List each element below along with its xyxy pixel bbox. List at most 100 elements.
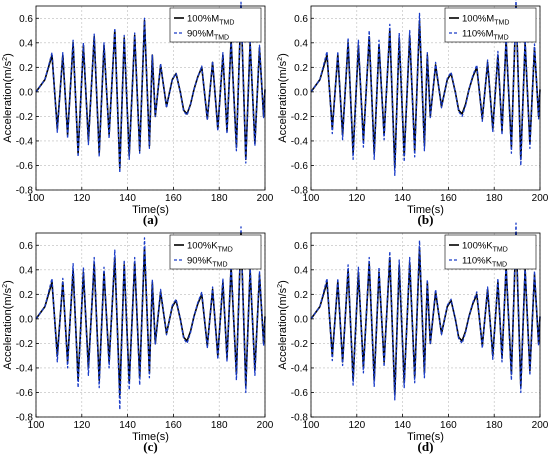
legend-box bbox=[169, 7, 262, 43]
chart-panel-d: 100 120 140 160 180 200 -0.8 -0.6 -0.4 -0.2 0.0 0.2… bbox=[275, 222, 550, 454]
plot-frame bbox=[35, 232, 266, 418]
chart-svg: 100 120 140 160 180 200 -0.8 -0.6 -0.4 -0.2 0.0 0.2… bbox=[2, 226, 274, 454]
legend-entry: 110%KTMD bbox=[462, 256, 507, 269]
chart-svg: 100 120 140 160 180 200 -0.8 -0.6 -0.4 -0.2 0.0 0.2… bbox=[2, 1, 274, 227]
y-tick-label: 0.0 bbox=[19, 314, 33, 325]
y-axis-label-superscript: 2 bbox=[2, 57, 9, 61]
y-tick-label: -0.6 bbox=[291, 388, 309, 399]
y-tick-label: 0.2 bbox=[19, 290, 33, 301]
x-tick-label: 160 bbox=[440, 420, 457, 431]
x-tick-label: 200 bbox=[532, 420, 549, 431]
panel-caption: (a) bbox=[143, 212, 158, 227]
y-axis-label: Acceleration(m/s2) bbox=[277, 53, 289, 143]
y-tick-label: 0.6 bbox=[294, 241, 308, 252]
y-tick-label: -0.2 bbox=[291, 339, 309, 350]
plot-frame bbox=[310, 5, 541, 191]
legend-name-subscript: TMD bbox=[219, 20, 234, 27]
y-axis-label-main: Acceleration(m/s bbox=[277, 60, 289, 142]
y-axis-label-close: ) bbox=[2, 53, 14, 57]
x-tick-label: 120 bbox=[348, 193, 365, 204]
chart-svg: 100 120 140 160 180 200 -0.8 -0.6 -0.4 -0.2 0.0 0.2… bbox=[277, 222, 549, 454]
y-tick-label: 0.4 bbox=[294, 38, 308, 49]
x-axis-label: Time(s) bbox=[407, 431, 444, 443]
legend-entry: 100%MTMD bbox=[187, 14, 234, 27]
x-tick-label: 160 bbox=[165, 193, 182, 204]
x-tick-label: 120 bbox=[348, 420, 365, 431]
legend-entry: 90%MTMD bbox=[187, 29, 229, 42]
x-tick-label: 180 bbox=[211, 420, 228, 431]
y-tick-label: -0.4 bbox=[16, 136, 34, 147]
y-tick-label: 0.6 bbox=[19, 14, 33, 25]
legend-name-subscript: TMD bbox=[494, 35, 509, 42]
y-tick-label: -0.6 bbox=[291, 161, 309, 172]
legend-name: 90%K bbox=[187, 256, 213, 267]
legend-box bbox=[444, 7, 537, 43]
x-axis-label: Time(s) bbox=[407, 204, 444, 216]
y-axis-label-close: ) bbox=[2, 280, 14, 284]
x-tick-label: 100 bbox=[28, 420, 45, 431]
y-tick-label: 0.2 bbox=[294, 63, 308, 74]
panel-caption: (c) bbox=[143, 439, 157, 454]
chart-panel-b: 100 120 140 160 180 200 -0.8 -0.6 -0.4 -0.2 0.0 0.2… bbox=[275, 0, 550, 227]
legend-entry: 90%KTMD bbox=[187, 256, 228, 269]
legend-name-subscript: TMD bbox=[493, 247, 508, 254]
y-axis-label-main: Acceleration(m/s bbox=[2, 60, 14, 142]
y-axis-label-main: Acceleration(m/s bbox=[2, 287, 14, 369]
y-tick-label: -0.6 bbox=[16, 161, 34, 172]
x-tick-label: 140 bbox=[119, 420, 136, 431]
y-tick-label: -0.8 bbox=[291, 186, 309, 197]
legend-name-subscript: TMD bbox=[218, 247, 233, 254]
chart-svg: 100 120 140 160 180 200 -0.8 -0.6 -0.4 -0.2 0.0 0.2… bbox=[277, 0, 549, 227]
y-tick-label: -0.6 bbox=[16, 388, 34, 399]
x-tick-label: 140 bbox=[394, 193, 411, 204]
y-tick-label: -0.4 bbox=[291, 136, 309, 147]
x-tick-label: 100 bbox=[28, 193, 45, 204]
x-tick-label: 200 bbox=[532, 193, 549, 204]
y-tick-label: 0.6 bbox=[19, 241, 33, 252]
y-tick-label: 0.0 bbox=[294, 314, 308, 325]
y-axis-label-superscript: 2 bbox=[277, 284, 284, 288]
y-tick-label: -0.8 bbox=[291, 413, 309, 424]
legend-entry: 100%KTMD bbox=[462, 241, 508, 254]
y-axis-label-main: Acceleration(m/s bbox=[277, 287, 289, 369]
y-axis-label-close: ) bbox=[277, 53, 289, 57]
y-tick-label: 0.4 bbox=[19, 265, 33, 276]
x-tick-label: 120 bbox=[73, 420, 90, 431]
x-tick-label: 180 bbox=[486, 420, 503, 431]
y-axis-label: Acceleration(m/s2) bbox=[2, 53, 14, 143]
legend-name-subscript: TMD bbox=[214, 35, 229, 42]
y-axis-label: Acceleration(m/s2) bbox=[277, 280, 289, 370]
y-tick-label: 0.0 bbox=[19, 87, 33, 98]
x-tick-label: 160 bbox=[165, 420, 182, 431]
x-tick-label: 120 bbox=[73, 193, 90, 204]
y-tick-label: -0.8 bbox=[16, 186, 34, 197]
y-tick-label: 0.4 bbox=[19, 38, 33, 49]
chart-panel-a: 100 120 140 160 180 200 -0.8 -0.6 -0.4 -0.2 0.0 0.2… bbox=[0, 0, 275, 227]
y-tick-label: -0.8 bbox=[16, 413, 34, 424]
x-axis-label: Time(s) bbox=[132, 204, 169, 216]
legend-name-subscript: TMD bbox=[492, 262, 507, 269]
y-axis-label-close: ) bbox=[277, 280, 289, 284]
y-tick-label: -0.2 bbox=[16, 112, 34, 123]
y-axis-label-superscript: 2 bbox=[277, 57, 284, 61]
x-tick-label: 140 bbox=[119, 193, 136, 204]
legend-box bbox=[169, 234, 262, 270]
x-tick-label: 180 bbox=[486, 193, 503, 204]
legend-entry: 100%KTMD bbox=[187, 241, 233, 254]
x-tick-label: 100 bbox=[303, 193, 320, 204]
legend-name: 100%M bbox=[462, 14, 494, 25]
legend-name: 110%M bbox=[462, 29, 494, 40]
y-tick-label: -0.2 bbox=[291, 112, 309, 123]
x-tick-label: 200 bbox=[257, 420, 274, 431]
y-tick-label: -0.4 bbox=[291, 363, 309, 374]
legend-box bbox=[444, 234, 537, 270]
plot-frame bbox=[35, 5, 266, 191]
y-axis-label-superscript: 2 bbox=[2, 284, 9, 288]
panel-caption: (b) bbox=[418, 212, 434, 227]
legend-name: 100%M bbox=[187, 14, 219, 25]
chart-panel-c: 100 120 140 160 180 200 -0.8 -0.6 -0.4 -0.2 0.0 0.2… bbox=[0, 226, 275, 454]
y-tick-label: 0.2 bbox=[294, 290, 308, 301]
y-tick-label: 0.4 bbox=[294, 265, 308, 276]
legend-entry: 110%MTMD bbox=[462, 29, 509, 42]
x-tick-label: 140 bbox=[394, 420, 411, 431]
